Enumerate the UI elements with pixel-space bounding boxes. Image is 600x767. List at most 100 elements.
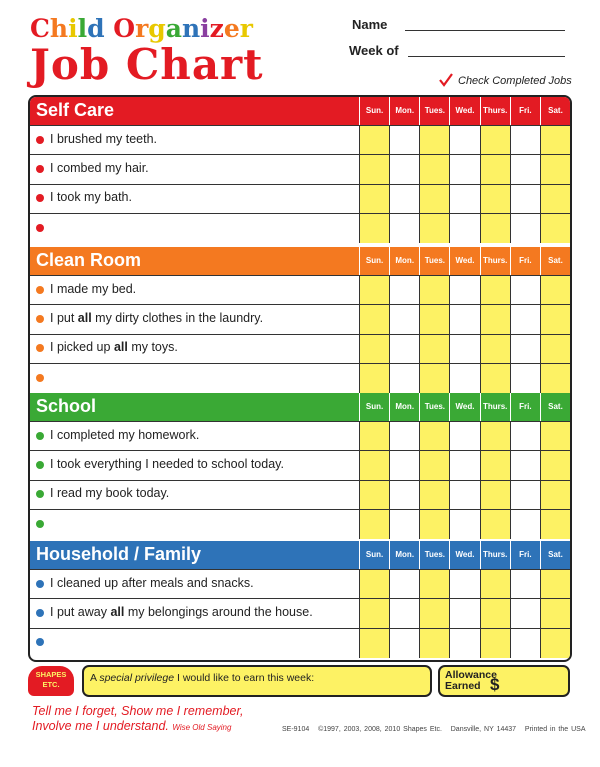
task-text-part: my dirty clothes in the laundry. xyxy=(91,310,264,325)
day-header: Sun. xyxy=(359,393,389,421)
check-cell xyxy=(359,480,390,510)
quote-line: Tell me I forget, Show me I remember, xyxy=(32,704,244,718)
task-row: I took everything I needed to school tod… xyxy=(30,450,570,481)
day-header: Fri. xyxy=(509,393,540,421)
bullet xyxy=(36,194,44,203)
check-cell xyxy=(479,334,510,364)
task-row xyxy=(30,627,570,658)
check-cell xyxy=(449,422,480,452)
check-cell xyxy=(359,126,390,156)
week-label: Week of xyxy=(349,43,399,58)
day-header: Wed. xyxy=(449,97,479,125)
check-cell xyxy=(479,363,510,394)
check-cell xyxy=(359,599,390,629)
check-cell xyxy=(419,276,450,306)
task-text: I brushed my teeth. xyxy=(50,132,157,146)
task-text: I cleaned up after meals and snacks. xyxy=(50,576,254,590)
check-cell xyxy=(539,213,570,244)
name-label: Name xyxy=(352,17,388,32)
check-cell xyxy=(539,126,570,156)
check-cell xyxy=(419,628,450,658)
day-header: Mon. xyxy=(389,247,419,275)
task-row: I brushed my teeth. xyxy=(30,125,570,156)
section-header: Household / Family Sun. Mon. Tues. Wed. Thurs… xyxy=(30,541,570,569)
check-cell xyxy=(539,628,570,658)
task-text-part: I combed my hair. xyxy=(50,160,149,175)
task-text-part: I took everything I needed to school tod… xyxy=(50,456,284,471)
task-row: I made my bed. xyxy=(30,275,570,306)
day-header: Thurs. xyxy=(479,541,510,569)
check-cell xyxy=(479,480,510,510)
check-cell xyxy=(479,422,510,452)
check-cell xyxy=(449,155,480,185)
task-row xyxy=(30,362,570,394)
task-row: I picked up all my toys. xyxy=(30,333,570,364)
day-header: Thurs. xyxy=(479,393,510,421)
check-cell xyxy=(449,570,480,600)
check-cell xyxy=(479,599,510,629)
check-cell xyxy=(539,363,570,394)
quote-line: Involve me I understand. Wise Old Saying xyxy=(32,719,243,735)
check-cell xyxy=(389,628,420,658)
check-cell xyxy=(359,422,390,452)
task-row: I took my bath. xyxy=(30,183,570,214)
check-cell xyxy=(509,451,540,481)
check-cell xyxy=(479,451,510,481)
check-cell xyxy=(479,184,510,214)
check-cell xyxy=(419,509,450,540)
day-header: Fri. xyxy=(509,247,540,275)
check-cell xyxy=(539,422,570,452)
bullet xyxy=(36,431,44,440)
allowance-text: Allowance xyxy=(445,669,497,681)
section-header: Self Care Sun. Mon. Tues. Wed. Thurs. Fri. Sat. xyxy=(30,97,570,125)
name-line xyxy=(405,30,565,31)
allowance-text: Earned xyxy=(445,680,481,692)
code: SE-9104 xyxy=(282,726,310,733)
logo-text: ETC. xyxy=(42,680,60,689)
bullet xyxy=(36,608,44,617)
title-line2: Job Chart xyxy=(30,40,264,89)
bullet xyxy=(36,314,44,323)
bullet xyxy=(36,223,44,232)
check-cell xyxy=(359,155,390,185)
section-title: Household / Family xyxy=(36,544,202,564)
check-cell xyxy=(539,305,570,335)
check-cell xyxy=(509,305,540,335)
check-cell xyxy=(359,451,390,481)
copyright: SE-9104 ©1997, 2003, 2008, 2010 Shapes E… xyxy=(282,726,586,733)
check-cell xyxy=(419,334,450,364)
day-header: Tues. xyxy=(419,247,449,275)
section-header: Clean Room Sun. Mon. Tues. Wed. Thurs. Fri. Sat… xyxy=(30,247,570,275)
day-header: Sat. xyxy=(539,247,570,275)
day-header: Mon. xyxy=(389,393,419,421)
day-header: Sat. xyxy=(539,393,570,421)
quote: Tell me I forget, Show me I remember, In… xyxy=(32,704,243,735)
bullet xyxy=(36,344,44,353)
bullet xyxy=(36,164,44,173)
task-text-part: I brushed my teeth. xyxy=(50,131,158,146)
day-header: Wed. xyxy=(449,247,479,275)
task-row: I cleaned up after meals and snacks. xyxy=(30,569,570,600)
check-cell xyxy=(389,213,420,244)
check-cell xyxy=(359,509,390,540)
check-cell xyxy=(419,305,450,335)
check-cell xyxy=(419,126,450,156)
check-label: Check Completed Jobs xyxy=(458,75,572,87)
task-text-part: I cleaned up after meals and snacks. xyxy=(50,575,254,590)
section-title: School xyxy=(36,396,97,416)
check-cell xyxy=(509,599,540,629)
logo-text: SHAPES xyxy=(35,670,67,679)
check-cell xyxy=(419,480,450,510)
check-cell xyxy=(419,155,450,185)
address: Dansville, NY 14437 xyxy=(450,726,517,733)
allowance-label: Allowance Earned xyxy=(445,670,497,692)
task-row: I read my book today. xyxy=(30,479,570,510)
check-cell xyxy=(359,213,390,244)
day-header: Thurs. xyxy=(479,97,510,125)
day-header: Tues. xyxy=(419,393,449,421)
check-cell xyxy=(389,305,420,335)
check-cell xyxy=(449,599,480,629)
privilege-text-part: I would like to earn this week: xyxy=(174,672,315,684)
task-text: I put all my dirty clothes in the laundr… xyxy=(50,311,263,325)
check-cell xyxy=(539,276,570,306)
